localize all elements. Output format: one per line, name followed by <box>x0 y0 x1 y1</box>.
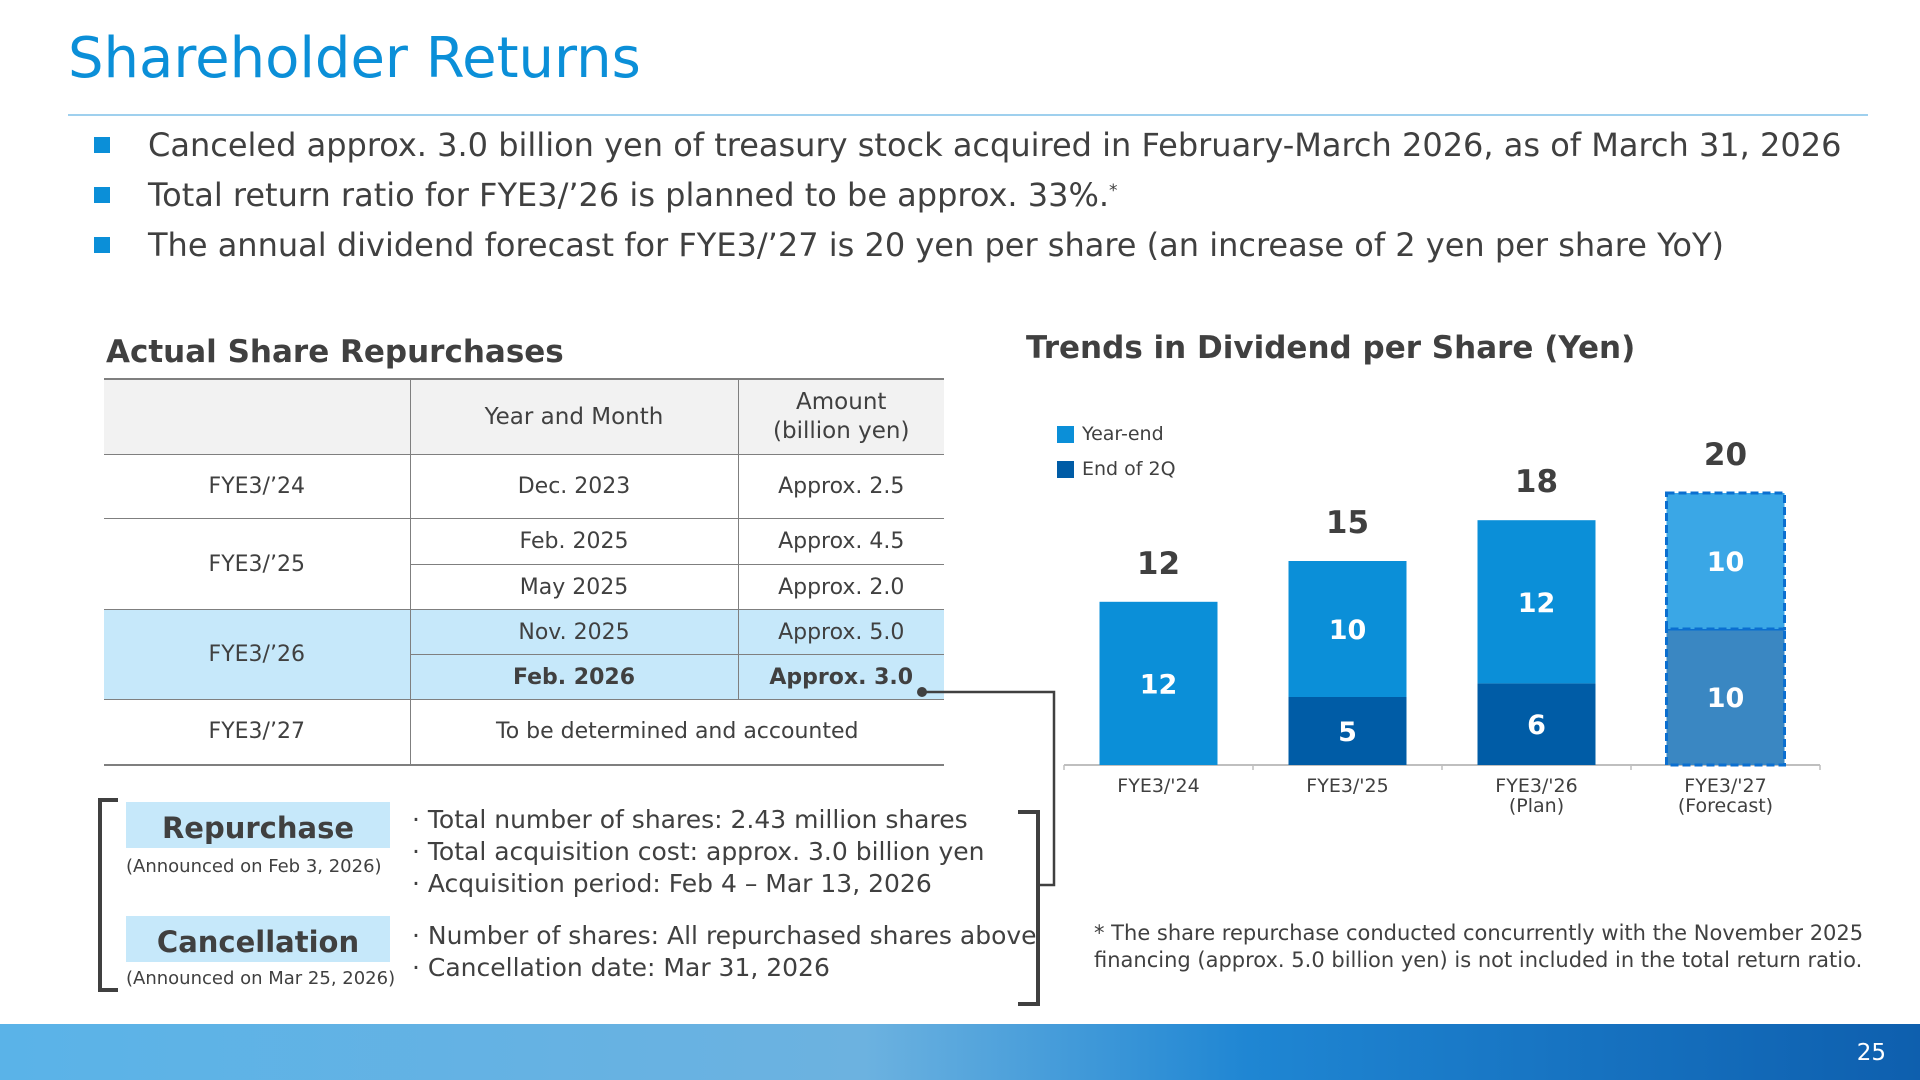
table-cell-fy: FYE3/’27 <box>104 699 410 766</box>
legend-label: End of 2Q <box>1082 458 1176 480</box>
x-tick-label: FYE3/'24 <box>1117 775 1199 797</box>
bar-segment <box>1477 520 1596 684</box>
cancellation-label: Cancellation <box>126 916 390 962</box>
table-row-highlighted: Feb. 2026 Approx. 3.0 <box>104 654 944 700</box>
x-tick-sublabel: (Plan) <box>1509 795 1564 817</box>
bar-segment-label: 6 <box>1527 710 1546 741</box>
table-cell-amount: Approx. 5.0 <box>737 609 944 655</box>
table-header-month: Year and Month <box>409 378 738 455</box>
table-cell-month: Feb. 2025 <box>409 518 738 565</box>
header-amount-label: Amount <box>796 389 887 415</box>
detail-line: · Number of shares: All repurchased shar… <box>412 921 1037 950</box>
bullet-text: Total return ratio for FYE3/’26 is plann… <box>148 176 1110 214</box>
detail-line: · Acquisition period: Feb 4 – Mar 13, 20… <box>412 869 932 898</box>
bar-total-label: 20 <box>1704 437 1747 473</box>
table-cell-fy: FYE3/’25 <box>104 518 410 610</box>
repurchase-details: · Total number of shares: 2.43 million s… <box>412 804 984 900</box>
detail-line: · Total number of shares: 2.43 million s… <box>412 805 968 834</box>
header-amount-unit: (billion yen) <box>773 418 910 444</box>
dividend-chart: Year-end End of 2Q 12 12 FYE3/'24 5 10 15 FYE3/'… <box>1057 423 1821 817</box>
bar-segment-label: 10 <box>1707 547 1745 578</box>
bar-segment-label: 12 <box>1140 669 1178 700</box>
footer-bar <box>0 1024 1920 1080</box>
page-number: 25 <box>1856 1040 1886 1066</box>
bar-segment <box>1099 601 1218 765</box>
table-header-amount: Amount (billion yen) <box>737 378 944 455</box>
table-row: FYE3/’27 To be determined and accounted <box>104 699 944 766</box>
table-cell-fy: FYE3/’24 <box>104 454 410 519</box>
detail-line: · Cancellation date: Mar 31, 2026 <box>412 953 830 982</box>
table-header-row: Year and Month Amount (billion yen) <box>104 378 944 455</box>
table-row: FYE3/’26 Nov. 2025 Approx. 5.0 <box>104 609 944 700</box>
detail-line: · Total acquisition cost: approx. 3.0 bi… <box>412 837 985 866</box>
table-cell-month: May 2025 <box>409 564 738 610</box>
table-cell-fy: FYE3/’26 <box>104 609 410 700</box>
bullet-square-icon <box>94 237 110 253</box>
bullet-item: Total return ratio for FYE3/’26 is plann… <box>94 172 1841 222</box>
connector-line <box>922 690 1056 887</box>
bar-total-label: 18 <box>1515 464 1558 500</box>
legend-label: Year-end <box>1081 423 1164 445</box>
key-points-list: Canceled approx. 3.0 billion yen of trea… <box>94 122 1841 272</box>
bar-segment <box>1665 491 1786 631</box>
left-bracket <box>98 798 118 992</box>
table-row: May 2025 Approx. 2.0 <box>104 564 944 610</box>
repurchase-table: Year and Month Amount (billion yen) FYE3/… <box>104 378 944 766</box>
bullet-square-icon <box>94 187 110 203</box>
table-cell-amount: Approx. 2.5 <box>737 454 944 519</box>
bar-segment <box>1288 561 1407 697</box>
x-tick-label: FYE3/'25 <box>1306 775 1388 797</box>
bullet-square-icon <box>94 137 110 153</box>
table-cell-amount: Approx. 2.0 <box>737 564 944 610</box>
x-tick-sublabel: (Forecast) <box>1678 795 1773 817</box>
bar-segment <box>1288 697 1407 765</box>
right-bracket <box>1018 810 1040 1006</box>
bar-segment-label: 12 <box>1518 588 1556 619</box>
bullet-item: Canceled approx. 3.0 billion yen of trea… <box>94 122 1841 172</box>
bar-total-label: 12 <box>1137 546 1180 582</box>
repurchase-label: Repurchase <box>126 802 390 848</box>
bullet-text: The annual dividend forecast for FYE3/’2… <box>148 226 1724 264</box>
legend-swatch <box>1057 426 1074 443</box>
table-cell-amount: Approx. 4.5 <box>737 518 944 565</box>
bullet-text: Canceled approx. 3.0 billion yen of trea… <box>148 126 1842 164</box>
footnote: * The share repurchase conducted concurr… <box>1094 921 1864 972</box>
table-cell-amount: Approx. 3.0 <box>737 654 944 700</box>
bar-total-label: 15 <box>1326 505 1369 541</box>
table-cell-month: Nov. 2025 <box>409 609 738 655</box>
x-tick-label: FYE3/'26 <box>1495 775 1577 797</box>
bar-segment-label: 5 <box>1338 717 1357 748</box>
table-row: FYE3/’24 Dec. 2023 Approx. 2.5 <box>104 454 944 519</box>
table-header-blank <box>104 378 410 455</box>
page-title: Shareholder Returns <box>68 26 641 91</box>
bar-segment-label: 10 <box>1707 683 1745 714</box>
bar-segment <box>1477 683 1596 765</box>
table-cell-month: Dec. 2023 <box>409 454 738 519</box>
table-row: FYE3/’25 Feb. 2025 Approx. 4.5 <box>104 518 944 610</box>
title-divider <box>68 114 1868 116</box>
footnote-marker: * <box>1109 181 1118 201</box>
legend-swatch <box>1057 461 1074 478</box>
cancellation-details: · Number of shares: All repurchased shar… <box>412 920 1037 984</box>
x-tick-label: FYE3/'27 <box>1684 775 1766 797</box>
table-cell-month: To be determined and accounted <box>409 699 944 766</box>
table-cell-month: Feb. 2026 <box>409 654 738 700</box>
cancellation-announced-date: (Announced on Mar 25, 2026) <box>126 968 396 989</box>
repurchase-table-title: Actual Share Repurchases <box>106 334 564 370</box>
bar-segment-label: 10 <box>1329 615 1367 646</box>
chart-title: Trends in Dividend per Share (Yen) <box>1026 330 1636 366</box>
repurchase-announced-date: (Announced on Feb 3, 2026) <box>126 856 382 877</box>
bar-segment <box>1665 627 1786 767</box>
bullet-item: The annual dividend forecast for FYE3/’2… <box>94 222 1841 272</box>
